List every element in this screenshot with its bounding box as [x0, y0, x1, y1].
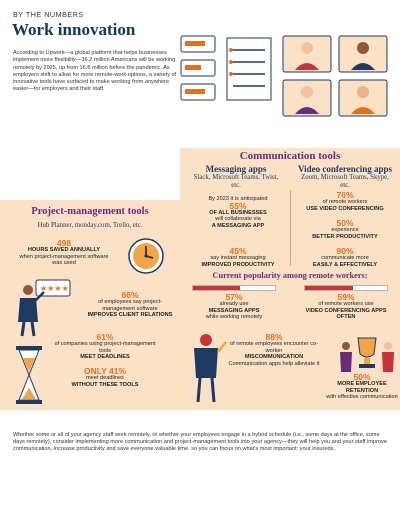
- messaging-examples: Slack, Microsoft Teams, Twist, etc.: [193, 174, 279, 189]
- retention-strong: MORE EMPLOYEE RETENTION: [337, 380, 387, 394]
- popularity-messaging-value: 57%: [225, 292, 243, 302]
- messaging-stat2-value: 45%: [229, 246, 247, 256]
- video-call-people-icon: [180, 35, 388, 117]
- retention-stat: 50% MORE EMPLOYEE RETENTION with effecti…: [324, 372, 400, 401]
- clock-icon: [128, 238, 164, 274]
- project-stat2: 66% of employees say project-management …: [84, 290, 176, 319]
- popularity-messaging-bar: [192, 285, 276, 291]
- video-stat1: 76% of remote workers USE VIDEO CONFEREN…: [294, 190, 396, 212]
- video-stat3-strong: EASILY & EFFECTIVELY: [312, 261, 378, 268]
- popularity-video: 59% of remote workers use VIDEO CONFEREN…: [296, 292, 396, 321]
- project-stat3: 61% of companies using project-managemen…: [50, 332, 160, 361]
- video-stat3-value: 90%: [336, 246, 354, 256]
- megaphone-person-icon: [194, 334, 227, 403]
- intro-paragraph: According to Upwork—a global platform th…: [13, 50, 177, 93]
- project-stat3-value: 61%: [96, 332, 114, 342]
- project-stat2-text: of employees say project-management soft…: [98, 298, 162, 312]
- project-stat1-strong: HOURS SAVED ANNUALLY: [27, 246, 101, 253]
- miscommunication-value: 88%: [265, 332, 283, 342]
- messaging-stat1-value: 55%: [229, 200, 247, 211]
- miscommunication-text: of remote employees encounter co-worker: [230, 340, 318, 354]
- column-divider: [290, 190, 291, 266]
- project-stat4-value: ONLY 41%: [83, 366, 127, 376]
- messaging-stat2-strong: IMPROVED PRODUCTIVITY: [201, 261, 275, 268]
- video-stat2: 50% experience BETTER PRODUCTIVITY: [294, 218, 396, 240]
- messaging-stat2-text: say instant messaging: [210, 254, 266, 261]
- project-stat4-strong: WITHOUT THESE TOOLS: [71, 381, 139, 388]
- popularity-messaging: 57% already use MESSAGING APPS while wor…: [186, 292, 282, 321]
- video-stat3: 90% communicate more EASILY & EFFECTIVEL…: [294, 246, 396, 268]
- project-heading: Project-management tools: [31, 206, 149, 217]
- popularity-video-bar: [304, 285, 388, 291]
- popularity-video-value: 59%: [337, 292, 355, 302]
- project-stat2-strong: IMPROVES CLIENT RELATIONS: [87, 312, 173, 319]
- svg-text:★★★★: ★★★★: [40, 284, 69, 293]
- messaging-title: Messaging apps: [205, 164, 267, 174]
- project-stat1-text: when project-management software was use…: [19, 253, 109, 267]
- messaging-stat1-pre: By 2023 it is anticipated: [208, 196, 268, 202]
- messaging-stat2: 45% say instant messaging IMPROVED PRODU…: [188, 246, 288, 268]
- popularity-messaging-text: already use: [219, 300, 249, 307]
- messaging-stat1-strong: OF ALL BUSINESSES: [209, 209, 267, 216]
- popularity-messaging-end: while working remotely: [205, 314, 263, 321]
- video-stat2-value: 50%: [336, 218, 354, 228]
- popularity-video-text: of remote workers use: [318, 300, 374, 307]
- video-stat1-text: of remote workers: [322, 198, 368, 205]
- kicker: BY THE NUMBERS: [13, 10, 84, 19]
- video-stat2-text: experience: [331, 226, 359, 233]
- project-stat3-text: of companies using project-management to…: [54, 340, 156, 354]
- project-stat4-text: meet deadlines: [86, 374, 124, 381]
- messaging-stat1-mid: will collaborate via: [215, 216, 261, 223]
- video-stat3-text: communicate more: [321, 254, 369, 261]
- miscommunication-end: Communication apps help alleviate it: [228, 361, 320, 368]
- miscommunication-strong: MISCOMMUNICATION: [244, 354, 304, 361]
- messaging-bar-track: [192, 285, 276, 291]
- project-stat4: ONLY 41% meet deadlines WITHOUT THESE TO…: [50, 366, 160, 388]
- project-stat1: 498 HOURS SAVED ANNUALLY when project-ma…: [14, 238, 114, 267]
- retention-text: with effective communication: [326, 394, 398, 401]
- project-stat3-strong: MEET DEADLINES: [80, 354, 130, 361]
- page-title: Work innovation: [12, 20, 136, 39]
- retention-value: 50%: [353, 372, 371, 382]
- project-examples: Hub Planner, monday.com, Trello, etc.: [37, 222, 143, 229]
- video-stat2-strong: BETTER PRODUCTIVITY: [312, 233, 378, 240]
- rating-card-icon: ★★★★: [18, 279, 71, 337]
- popularity-messaging-strong: MESSAGING APPS: [208, 307, 260, 314]
- video-stat1-strong: USE VIDEO CONFERENCING: [306, 205, 384, 212]
- messaging-stat1: By 2023 it is anticipated 55% OF ALL BUS…: [188, 196, 288, 230]
- communication-heading: Communication tools: [239, 150, 341, 162]
- messaging-bar-fill: [193, 286, 240, 290]
- video-examples: Zoom, Microsoft Teams, Skype, etc.: [301, 174, 389, 189]
- project-stat2-value: 66%: [121, 290, 139, 300]
- popularity-heading: Current popularity among remote workers:: [212, 271, 368, 280]
- video-title: Video conferencing apps: [297, 164, 392, 174]
- project-stat1-value: 498: [56, 238, 72, 248]
- messaging-stat1-end: A MESSAGING APP: [211, 223, 265, 230]
- hourglass-icon: [16, 346, 42, 404]
- video-bar-track: [304, 285, 388, 291]
- popularity-video-strong: VIDEO CONFERENCING APPS OFTEN: [305, 307, 387, 321]
- trophy-icon: [340, 337, 394, 372]
- video-bar-fill: [305, 286, 354, 290]
- video-stat1-value: 76%: [336, 190, 354, 200]
- video-call-illustration: [175, 30, 395, 130]
- miscommunication-stat: 88% of remote employees encounter co-wor…: [226, 332, 322, 368]
- footer-paragraph: Whether some or all of your agency staff…: [13, 432, 387, 453]
